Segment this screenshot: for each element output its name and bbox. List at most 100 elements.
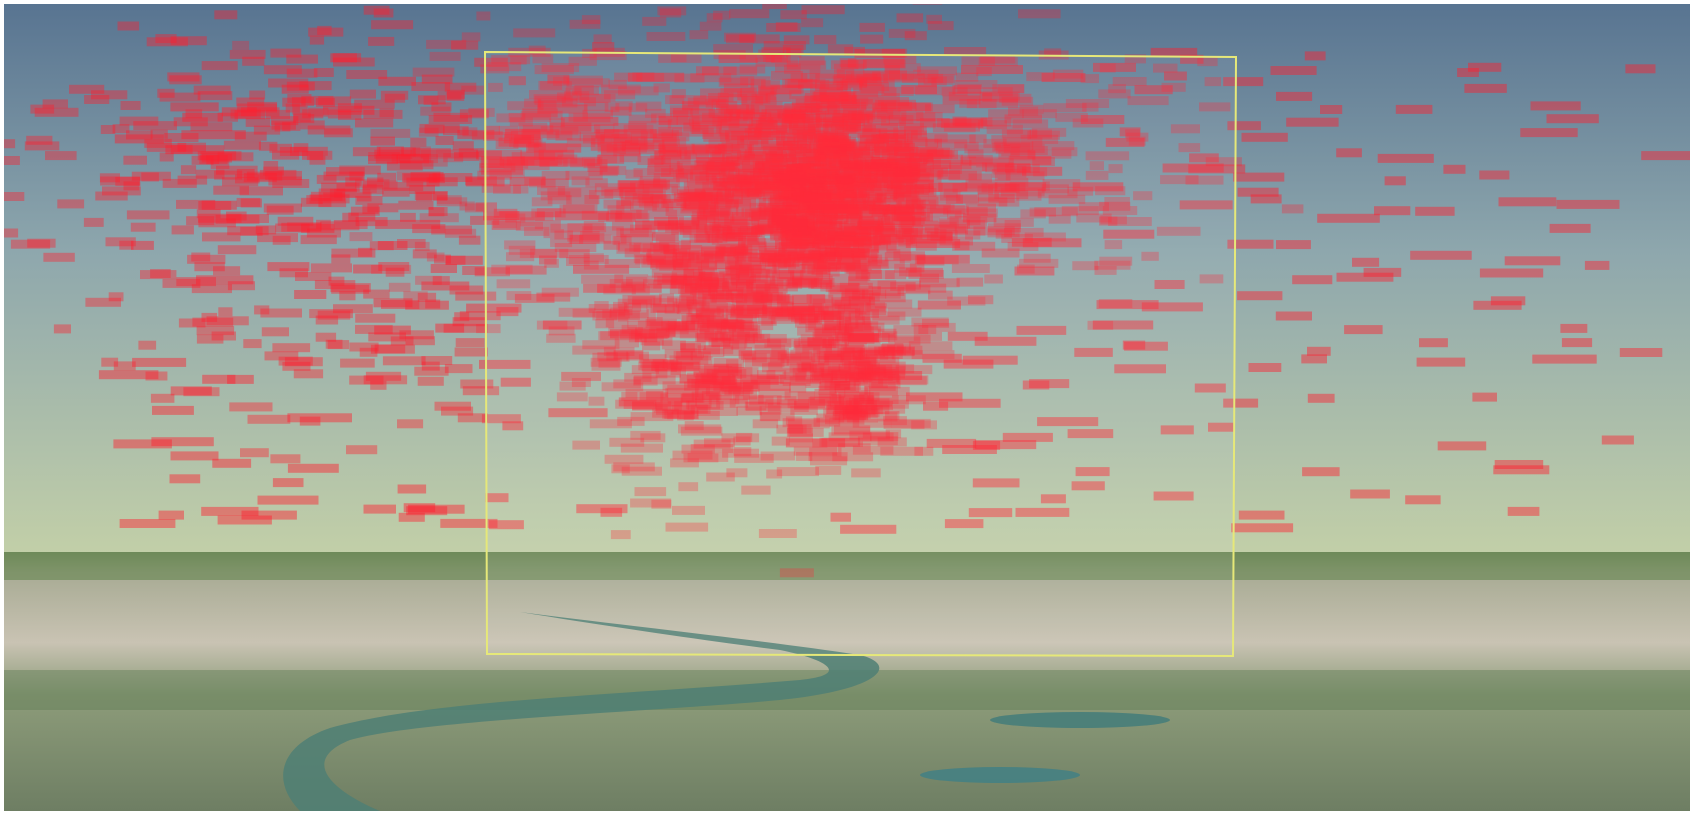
marker: [488, 520, 524, 530]
marker: [720, 379, 758, 389]
marker: [758, 395, 782, 405]
marker: [671, 275, 702, 285]
marker: [780, 173, 806, 182]
marker: [893, 166, 918, 176]
marker: [690, 444, 734, 453]
marker: [778, 242, 820, 251]
marker: [883, 206, 925, 216]
marker: [787, 424, 812, 434]
marker: [864, 138, 885, 148]
marker: [201, 312, 218, 322]
marker: [585, 178, 608, 188]
marker: [1479, 170, 1510, 180]
marker: [743, 151, 766, 161]
marker: [315, 315, 339, 325]
marker: [751, 120, 793, 129]
marker: [718, 366, 739, 376]
marker: [871, 404, 906, 414]
marker: [728, 188, 750, 198]
marker: [706, 214, 735, 224]
marker: [764, 175, 805, 185]
marker: [1031, 141, 1075, 151]
marker: [885, 64, 900, 74]
marker: [768, 310, 804, 320]
marker: [613, 301, 628, 311]
marker: [1223, 398, 1259, 408]
marker: [726, 104, 755, 114]
marker: [610, 106, 632, 116]
marker: [650, 258, 710, 268]
marker: [864, 381, 896, 391]
marker: [783, 190, 816, 200]
marker: [858, 243, 880, 253]
marker: [917, 66, 957, 76]
marker: [852, 290, 874, 300]
marker: [817, 132, 847, 142]
marker: [768, 218, 808, 228]
marker: [287, 463, 339, 473]
marker: [888, 334, 931, 344]
marker: [1072, 261, 1099, 271]
marker: [838, 176, 853, 185]
marker: [657, 275, 699, 285]
marker: [934, 225, 968, 235]
marker: [1055, 112, 1088, 122]
marker: [896, 375, 929, 385]
marker: [654, 150, 691, 160]
marker: [1015, 507, 1070, 517]
marker: [564, 91, 590, 101]
marker: [685, 320, 730, 330]
marker: [630, 136, 647, 146]
marker: [726, 155, 750, 165]
marker: [630, 181, 668, 191]
marker: [890, 281, 916, 291]
marker: [923, 75, 954, 85]
marker: [197, 91, 233, 101]
marker: [903, 173, 942, 183]
marker: [549, 122, 592, 132]
marker: [725, 229, 747, 239]
marker: [888, 115, 914, 124]
marker: [1095, 186, 1126, 196]
marker: [708, 108, 741, 118]
marker: [669, 164, 708, 174]
marker: [656, 405, 695, 415]
marker: [615, 210, 648, 220]
marker: [621, 466, 662, 476]
marker: [994, 190, 1029, 199]
marker: [696, 333, 718, 343]
marker: [728, 112, 766, 122]
marker: [855, 357, 900, 366]
marker: [1619, 348, 1663, 357]
marker: [217, 112, 238, 122]
marker: [428, 207, 445, 217]
marker: [825, 283, 861, 293]
marker: [872, 71, 914, 81]
marker: [919, 148, 955, 158]
marker: [881, 101, 913, 111]
marker: [1010, 146, 1048, 156]
marker: [1024, 232, 1066, 242]
marker: [851, 249, 879, 258]
marker: [247, 414, 291, 424]
marker: [719, 76, 755, 86]
marker: [1014, 266, 1055, 276]
marker: [671, 270, 706, 280]
marker: [1001, 96, 1034, 106]
marker: [131, 240, 154, 250]
marker: [829, 163, 863, 173]
marker: [889, 152, 917, 162]
marker: [1395, 104, 1433, 114]
marker: [1105, 137, 1145, 147]
marker: [942, 445, 997, 454]
marker: [397, 484, 427, 494]
marker: [698, 363, 742, 373]
marker: [771, 216, 810, 226]
marker: [461, 85, 484, 95]
marker: [829, 217, 861, 227]
marker: [719, 382, 760, 392]
marker: [432, 276, 450, 286]
marker: [722, 281, 738, 291]
marker: [822, 175, 854, 185]
marker: [823, 311, 842, 321]
